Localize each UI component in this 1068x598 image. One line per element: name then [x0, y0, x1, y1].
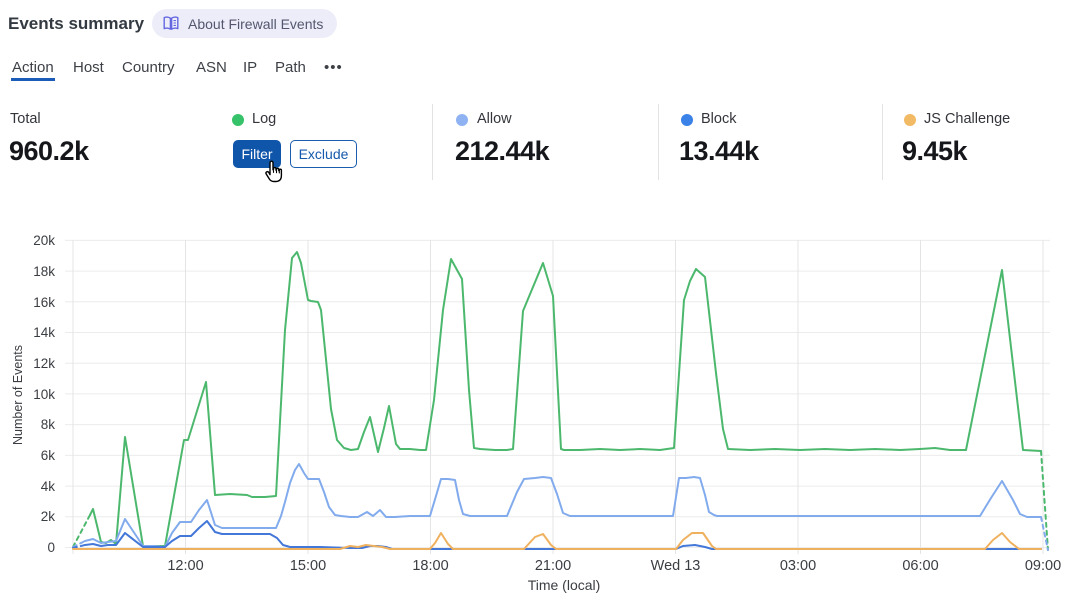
svg-text:06:00: 06:00: [902, 558, 938, 574]
svg-text:4k: 4k: [41, 479, 56, 494]
svg-text:Number of Events: Number of Events: [11, 345, 25, 445]
svg-text:8k: 8k: [41, 417, 56, 432]
svg-text:0: 0: [47, 540, 55, 555]
svg-text:Time (local): Time (local): [528, 577, 601, 593]
svg-text:20k: 20k: [33, 233, 55, 248]
svg-text:18:00: 18:00: [412, 558, 448, 574]
svg-text:16k: 16k: [33, 295, 55, 310]
svg-text:21:00: 21:00: [535, 558, 571, 574]
svg-text:10k: 10k: [33, 387, 55, 402]
svg-text:03:00: 03:00: [780, 558, 816, 574]
svg-text:15:00: 15:00: [290, 558, 326, 574]
svg-text:6k: 6k: [41, 448, 56, 463]
svg-text:18k: 18k: [33, 264, 55, 279]
svg-text:2k: 2k: [41, 509, 56, 524]
svg-text:12:00: 12:00: [167, 558, 203, 574]
svg-text:12k: 12k: [33, 356, 55, 371]
svg-text:Wed 13: Wed 13: [651, 558, 701, 574]
svg-text:09:00: 09:00: [1025, 558, 1061, 574]
svg-text:14k: 14k: [33, 325, 55, 340]
